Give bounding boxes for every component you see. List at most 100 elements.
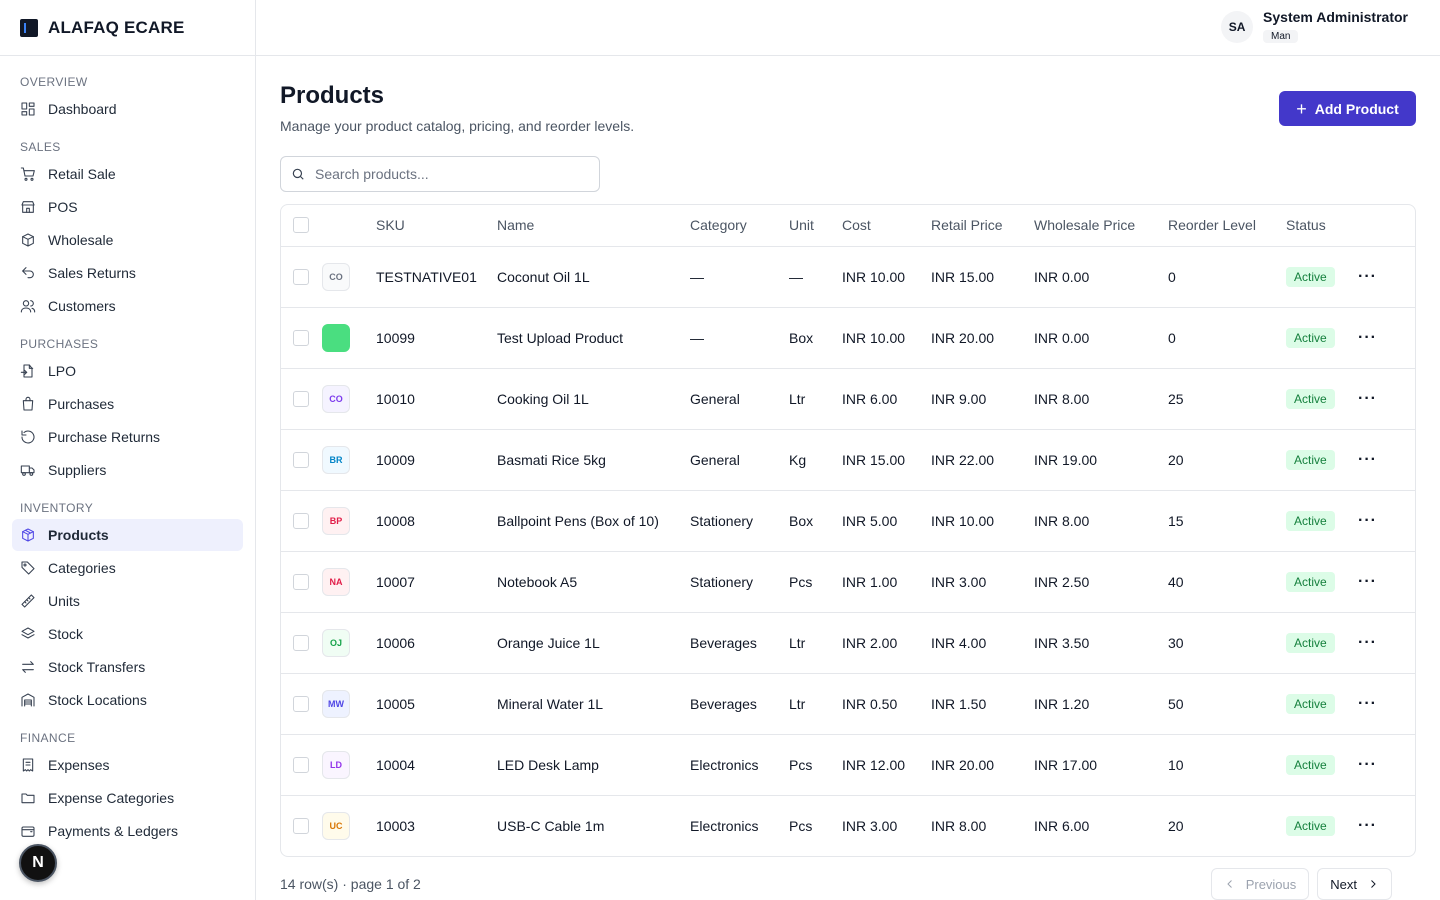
sidebar-item-purchase-returns[interactable]: Purchase Returns xyxy=(12,421,243,453)
cell-actions: ··· xyxy=(1358,307,1415,369)
row-checkbox[interactable] xyxy=(293,512,309,529)
table-row[interactable]: NA 10007 Notebook A5 Stationery Pcs INR 1.00 I… xyxy=(281,551,1415,613)
sidebar-item-suppliers[interactable]: Suppliers xyxy=(12,454,243,486)
product-thumbnail: BP xyxy=(322,506,350,535)
more-actions-icon[interactable]: ··· xyxy=(1358,816,1377,834)
add-product-label: Add Product xyxy=(1314,100,1399,117)
table-row[interactable]: 10099 Test Upload Product — Box INR 10.00 INR… xyxy=(281,307,1415,369)
sidebar-item-lpo[interactable]: LPO xyxy=(12,355,243,387)
sidebar-item-units[interactable]: Units xyxy=(12,585,243,617)
more-actions-icon[interactable]: ··· xyxy=(1358,694,1377,712)
row-checkbox[interactable] xyxy=(293,695,309,712)
sidebar-item-stock[interactable]: Stock xyxy=(12,618,243,650)
more-actions-icon[interactable]: ··· xyxy=(1358,389,1377,407)
truck-icon xyxy=(20,462,36,478)
cell-category: Electronics xyxy=(690,817,759,834)
table-row[interactable]: CO TESTNATIVE01 Coconut Oil 1L — — INR 10.00 I… xyxy=(281,246,1415,308)
cell-actions: ··· xyxy=(1358,795,1415,856)
more-actions-icon[interactable]: ··· xyxy=(1358,755,1377,773)
cell-category: Beverages xyxy=(690,673,789,735)
add-product-button[interactable]: + Add Product xyxy=(1279,91,1416,126)
row-checkbox[interactable] xyxy=(293,390,309,407)
sidebar-item-dashboard[interactable]: Dashboard xyxy=(12,93,243,125)
table-row[interactable]: BP 10008 Ballpoint Pens (Box of 10) Station… xyxy=(281,490,1415,552)
products-table: SKU Name Category Unit Cost Retail Price Whole… xyxy=(280,204,1416,857)
sidebar-item-pos[interactable]: POS xyxy=(12,191,243,223)
more-actions-icon[interactable]: ··· xyxy=(1358,511,1377,529)
sidebar-item-retail-sale[interactable]: Retail Sale xyxy=(12,158,243,190)
cell-name: Coconut Oil 1L xyxy=(497,246,690,308)
row-checkbox[interactable] xyxy=(293,268,309,285)
table-row[interactable]: UC 10003 USB-C Cable 1m Electronics Pcs INR 3… xyxy=(281,795,1415,856)
product-thumbnail: LD xyxy=(322,750,350,779)
previous-page-button[interactable]: Previous xyxy=(1210,868,1310,900)
store-icon xyxy=(20,199,36,215)
cell-category: — xyxy=(690,246,789,308)
sidebar-item-purchases[interactable]: Purchases xyxy=(12,388,243,420)
sidebar-item-stock-transfers[interactable]: Stock Transfers xyxy=(12,651,243,683)
more-actions-icon[interactable]: ··· xyxy=(1358,572,1377,590)
sidebar-item-payments-ledgers[interactable]: Payments & Ledgers xyxy=(12,815,243,847)
sidebar-item-wholesale[interactable]: Wholesale xyxy=(12,224,243,256)
cell-sku: 10009 xyxy=(376,429,497,491)
row-checkbox[interactable] xyxy=(293,329,309,346)
row-checkbox[interactable] xyxy=(293,817,309,834)
cell-unit: Ltr xyxy=(789,673,842,735)
sidebar-section-label: PURCHASES xyxy=(20,337,99,351)
select-all-checkbox[interactable] xyxy=(293,217,309,234)
sidebar-item-expense-categories[interactable]: Expense Categories xyxy=(12,782,243,814)
cell-cost: INR 3.00 xyxy=(842,817,898,834)
avatar[interactable]: SA xyxy=(1221,10,1254,43)
layers-icon xyxy=(20,626,36,642)
row-checkbox[interactable] xyxy=(293,634,309,651)
file-in-icon xyxy=(20,363,36,379)
more-actions-icon[interactable]: ··· xyxy=(1358,633,1377,651)
cell-sku: 10007 xyxy=(376,551,497,613)
search-box[interactable] xyxy=(280,156,600,192)
top-bar: SA System Administrator Man xyxy=(256,0,1440,56)
cell-wholesale: INR 2.50 xyxy=(1034,551,1168,613)
brand[interactable]: ALAFAQ ECARE xyxy=(0,0,255,56)
cell-cost: INR 12.00 xyxy=(842,734,931,796)
dashboard-icon xyxy=(20,101,36,117)
sidebar-item-sales-returns[interactable]: Sales Returns xyxy=(12,257,243,289)
sidebar-item-label: Sales Returns xyxy=(48,265,136,281)
next-page-button[interactable]: Next xyxy=(1317,868,1392,900)
sidebar-item-expenses[interactable]: Expenses xyxy=(12,749,243,781)
table-row[interactable]: LD 10004 LED Desk Lamp Electronics Pcs INR 12… xyxy=(281,734,1415,796)
more-actions-icon[interactable]: ··· xyxy=(1358,328,1377,346)
cell-retail: INR 9.00 xyxy=(931,368,1034,430)
sidebar-item-label: Retail Sale xyxy=(48,166,116,182)
search-input[interactable] xyxy=(315,166,585,182)
cell-reorder: 40 xyxy=(1168,551,1286,613)
thumb-cell: CO xyxy=(322,368,376,430)
sidebar-item-label: Products xyxy=(48,527,109,543)
table-row[interactable]: BR 10009 Basmati Rice 5kg General Kg INR 15.0… xyxy=(281,429,1415,491)
row-checkbox[interactable] xyxy=(293,756,309,773)
actions-column-header xyxy=(1358,205,1415,247)
table-row[interactable]: OJ 10006 Orange Juice 1L Beverages Ltr INR 2.… xyxy=(281,612,1415,674)
cell-name: Basmati Rice 5kg xyxy=(497,429,690,491)
pagination: Previous Next xyxy=(1203,868,1392,900)
product-thumbnail: NA xyxy=(322,567,350,596)
cell-wholesale: INR 17.00 xyxy=(1034,734,1168,796)
more-actions-icon[interactable]: ··· xyxy=(1358,450,1377,468)
thumb-cell: CO xyxy=(322,246,376,308)
row-select-cell xyxy=(281,246,322,308)
row-checkbox[interactable] xyxy=(293,451,309,468)
table-row[interactable]: CO 10010 Cooking Oil 1L General Ltr INR 6.00 I… xyxy=(281,368,1415,430)
cell-wholesale: INR 3.50 xyxy=(1034,612,1168,674)
sidebar-item-stock-locations[interactable]: Stock Locations xyxy=(12,684,243,716)
sidebar-item-products[interactable]: Products xyxy=(12,519,243,551)
user-menu[interactable]: SA System Administrator Man xyxy=(1221,9,1408,44)
sidebar-item-categories[interactable]: Categories xyxy=(12,552,243,584)
row-checkbox[interactable] xyxy=(293,573,309,590)
floating-action-button[interactable]: N xyxy=(19,844,57,882)
sidebar-item-label: Stock Transfers xyxy=(48,659,146,675)
cell-reorder: 25 xyxy=(1168,368,1286,430)
table-row[interactable]: MW 10005 Mineral Water 1L Beverages Ltr INR 0… xyxy=(281,673,1415,735)
sidebar-item-label: Purchases xyxy=(48,396,115,412)
sidebar-item-customers[interactable]: Customers xyxy=(12,290,243,322)
cell-wholesale: INR 0.00 xyxy=(1034,246,1168,308)
more-actions-icon[interactable]: ··· xyxy=(1358,267,1377,285)
